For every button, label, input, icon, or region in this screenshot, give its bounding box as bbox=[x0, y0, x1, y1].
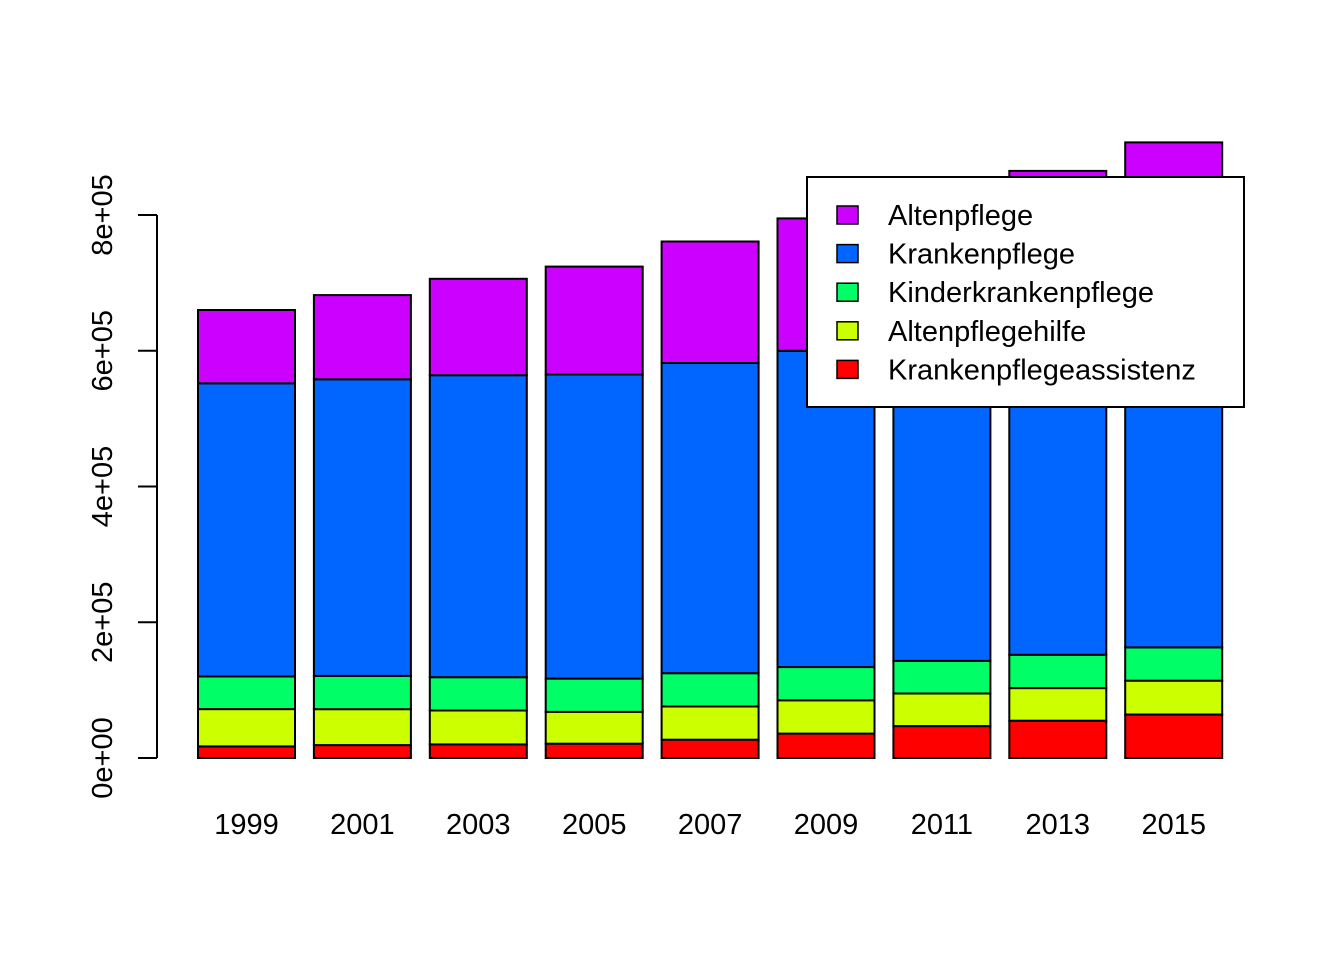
legend-label: Kinderkrankenpflege bbox=[888, 277, 1154, 309]
bar-segment bbox=[544, 373, 644, 680]
bar-segment bbox=[312, 744, 412, 759]
bar-segment bbox=[428, 374, 528, 679]
bar-segment bbox=[1008, 653, 1108, 690]
x-tick-label: 2015 bbox=[1141, 809, 1206, 841]
y-tick-label: 4e+05 bbox=[87, 446, 119, 527]
bar-segment bbox=[197, 382, 296, 678]
bar-segment bbox=[1008, 687, 1108, 722]
bar-segment bbox=[892, 725, 992, 759]
legend-label: Altenpflegehilfe bbox=[888, 316, 1086, 348]
x-tick-label: 1999 bbox=[214, 809, 279, 841]
x-tick-label: 2005 bbox=[562, 809, 627, 841]
bar-segment bbox=[197, 675, 296, 711]
legend-swatch bbox=[836, 205, 859, 225]
y-tick-label: 2e+05 bbox=[87, 582, 119, 663]
bar-segment bbox=[197, 745, 296, 759]
x-tick-label: 2003 bbox=[446, 809, 511, 841]
bar-segment bbox=[312, 674, 412, 711]
x-tick-label: 2009 bbox=[794, 809, 859, 841]
y-axis: 0e+00 2e+05 4e+05 6e+05 8e+05 bbox=[87, 174, 158, 799]
bar-segment bbox=[544, 710, 644, 745]
bar-segment bbox=[660, 362, 760, 675]
legend-label: Krankenpflege bbox=[888, 239, 1075, 271]
bar-segment bbox=[776, 732, 876, 759]
legend-label: Krankenpflegeassistenz bbox=[888, 354, 1196, 386]
bar-segment bbox=[312, 708, 412, 747]
bar-segment bbox=[428, 709, 528, 746]
bar-segment bbox=[1124, 646, 1224, 682]
bar-segment bbox=[776, 666, 876, 702]
bar-segment bbox=[544, 265, 644, 376]
bar-segment bbox=[197, 309, 296, 385]
bar-segment bbox=[312, 294, 412, 381]
legend: Altenpflege Krankenpflege Kinderkrankenpfl… bbox=[806, 176, 1245, 408]
bar-segment bbox=[892, 659, 992, 695]
y-tick-label: 8e+05 bbox=[87, 174, 119, 255]
bar-segment bbox=[892, 692, 992, 728]
bar-segment bbox=[1124, 679, 1224, 716]
legend-swatch bbox=[836, 359, 859, 380]
bar-segment bbox=[1008, 719, 1108, 760]
legend-box bbox=[806, 176, 1245, 408]
legend-swatch bbox=[836, 282, 859, 302]
x-tick-label: 2001 bbox=[330, 809, 395, 841]
x-tick-label: 2013 bbox=[1026, 809, 1091, 841]
bar-segment bbox=[544, 677, 644, 713]
bar-segment bbox=[312, 378, 412, 677]
legend-swatch bbox=[836, 243, 859, 264]
bar-segment bbox=[1124, 713, 1224, 759]
x-tick-label: 2011 bbox=[911, 809, 973, 841]
bar-segment bbox=[428, 743, 528, 760]
bar-segment bbox=[660, 738, 760, 760]
bar-segment bbox=[660, 240, 760, 364]
bar-segment bbox=[428, 676, 528, 712]
bar-segment bbox=[660, 705, 760, 741]
bar-segment bbox=[660, 672, 760, 708]
bar-segment bbox=[776, 699, 876, 735]
legend-swatch bbox=[836, 321, 859, 341]
x-axis: 1999 2001 2003 2005 2007 2009 2011 2013 2015 bbox=[214, 809, 1206, 841]
x-tick-label: 2007 bbox=[678, 809, 743, 841]
bar-segment bbox=[428, 277, 528, 377]
legend-label: Altenpflege bbox=[888, 200, 1033, 232]
y-tick-label: 6e+05 bbox=[87, 310, 119, 391]
y-tick-label: 0e+00 bbox=[87, 717, 119, 798]
bar-segment bbox=[544, 742, 644, 760]
bar-segment bbox=[197, 708, 296, 748]
